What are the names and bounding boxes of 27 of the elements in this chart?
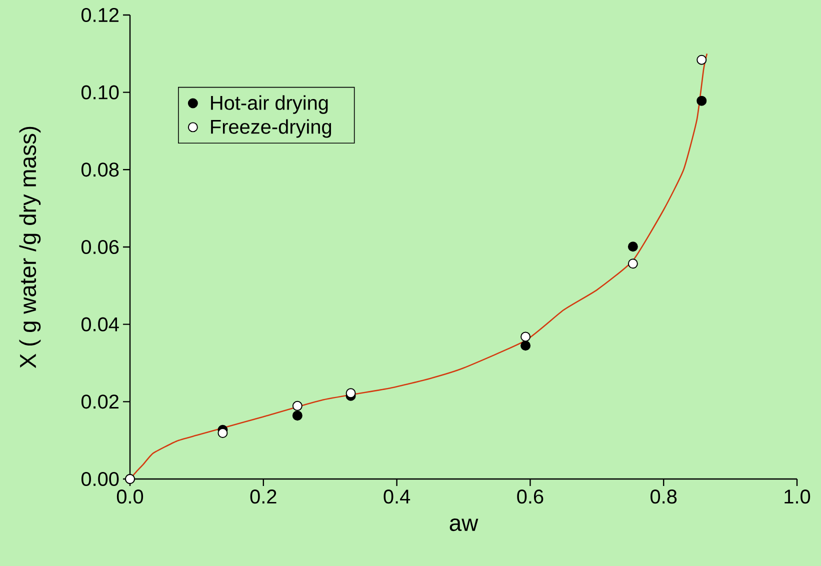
y-tick-label: 0.08 bbox=[81, 162, 119, 177]
point bbox=[696, 96, 707, 106]
y-tick-label: 0.04 bbox=[81, 317, 119, 332]
point bbox=[520, 340, 531, 351]
x-tick-label: 0.8 bbox=[650, 490, 677, 504]
point bbox=[292, 400, 302, 411]
y-tick-label: 0.12 bbox=[81, 8, 118, 22]
y-tick-label: 0.10 bbox=[81, 85, 119, 100]
point bbox=[696, 54, 707, 65]
x-tick-label: 0.6 bbox=[517, 490, 544, 504]
y-tick-label: 0.02 bbox=[81, 394, 118, 409]
legend-label: Hot-air drying bbox=[211, 95, 328, 114]
x-tick-label: 0.4 bbox=[384, 490, 410, 504]
y-tick-label: 0.00 bbox=[81, 472, 119, 486]
x-tick-label: 0.0 bbox=[116, 490, 144, 504]
y-axis-title: X ( g water /g dry mass) bbox=[19, 126, 41, 368]
point bbox=[218, 428, 228, 438]
x-axis-title: aw bbox=[450, 518, 478, 532]
point bbox=[520, 332, 531, 342]
point bbox=[628, 242, 638, 252]
x-tick-label: 1.0 bbox=[784, 490, 810, 504]
point bbox=[628, 258, 638, 269]
x-tick-label: 0.2 bbox=[250, 490, 276, 504]
legend-label: Freeze-drying bbox=[211, 119, 332, 138]
point bbox=[292, 410, 302, 421]
y-tick-label: 0.06 bbox=[81, 240, 119, 254]
point bbox=[346, 388, 356, 398]
